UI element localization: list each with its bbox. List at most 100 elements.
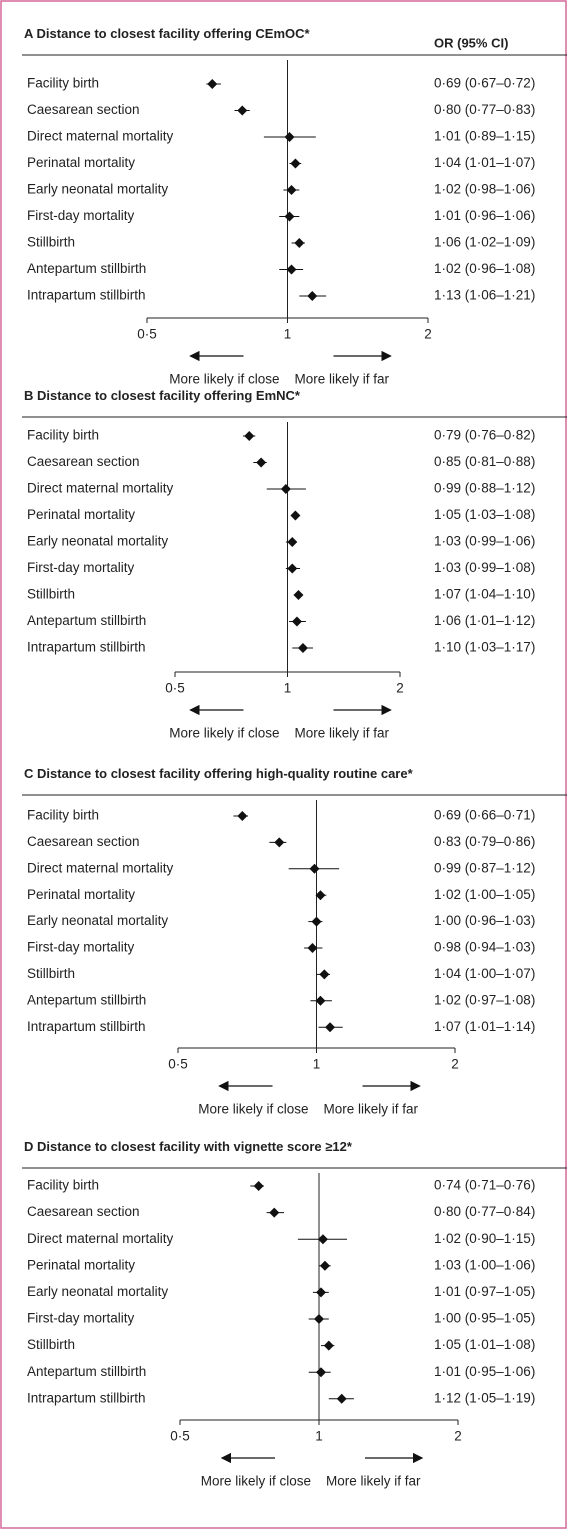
x-tick-label: 2 (424, 327, 432, 342)
x-tick-label: 2 (451, 1057, 459, 1072)
row-label: Perinatal mortality (27, 887, 135, 902)
or-marker (244, 431, 255, 441)
row-label: First-day mortality (27, 940, 135, 955)
or-marker (307, 291, 318, 301)
value-label: 1·02 (0·97–1·08) (434, 992, 535, 1007)
arrow-right-label: More likely if far (295, 372, 390, 387)
row-label: Early neonatal mortality (27, 182, 168, 197)
column-header: OR (95% CI) (434, 35, 508, 50)
value-label: 0·99 (0·87–1·12) (434, 860, 535, 875)
or-marker (307, 943, 318, 953)
row-label: Caesarean section (27, 1204, 140, 1219)
value-label: 1·13 (1·06–1·21) (434, 288, 535, 303)
or-marker (336, 1393, 347, 1404)
or-marker (286, 264, 297, 275)
x-tick-label: 0·5 (165, 681, 185, 696)
or-marker (269, 1207, 280, 1218)
row-label: Intrapartum stillbirth (27, 1390, 146, 1405)
arrow-right-label: More likely if far (324, 1102, 419, 1117)
or-marker (280, 484, 291, 494)
x-tick-label: 1 (313, 1057, 321, 1072)
panel-title-text: Distance to closest facility offering hi… (37, 766, 414, 781)
panel-letter: D (24, 1139, 33, 1154)
row-label: Direct maternal mortality (27, 481, 174, 496)
or-marker (286, 185, 297, 195)
panel-title-text: Distance to closest facility with vignet… (37, 1139, 353, 1154)
row-label: Perinatal mortality (27, 507, 135, 522)
value-label: 0·85 (0·81–0·88) (434, 454, 535, 469)
or-marker (315, 890, 326, 901)
value-label: 1·01 (0·96–1·06) (434, 208, 535, 223)
x-tick-label: 1 (284, 681, 292, 696)
or-marker (284, 132, 295, 142)
or-marker (237, 811, 248, 821)
or-marker (323, 1340, 334, 1351)
row-label: Caesarean section (27, 834, 140, 849)
value-label: 0·99 (0·88–1·12) (434, 481, 535, 496)
or-marker (207, 79, 218, 89)
value-label: 0·80 (0·77–0·83) (434, 102, 535, 117)
value-label: 1·12 (1·05–1·19) (434, 1390, 535, 1405)
value-label: 1·07 (1·04–1·10) (434, 587, 535, 602)
or-marker (309, 863, 320, 874)
or-marker (287, 563, 298, 574)
row-label: Antepartum stillbirth (27, 1364, 146, 1379)
row-label: Stillbirth (27, 1337, 75, 1352)
row-label: Early neonatal mortality (27, 913, 168, 928)
value-label: 0·98 (0·94–1·03) (434, 940, 535, 955)
value-label: 0·69 (0·66–0·71) (434, 808, 535, 823)
arrow-left-label: More likely if close (198, 1102, 308, 1117)
or-marker (314, 1314, 324, 1324)
x-tick-label: 2 (396, 681, 404, 696)
value-label: 1·00 (0·95–1·05) (434, 1311, 535, 1326)
arrow-left-label: More likely if close (201, 1474, 311, 1489)
value-label: 1·01 (0·95–1·06) (434, 1364, 535, 1379)
value-label: 1·02 (0·90–1·15) (434, 1231, 535, 1246)
row-label: First-day mortality (27, 1311, 135, 1326)
arrow-right-label: More likely if far (295, 726, 390, 741)
x-tick-label: 0·5 (137, 327, 157, 342)
row-label: Facility birth (27, 76, 99, 91)
row-label: Caesarean section (27, 102, 140, 117)
or-marker (311, 916, 322, 927)
value-label: 1·04 (1·01–1·07) (434, 155, 535, 170)
row-label: Perinatal mortality (27, 1257, 135, 1272)
arrow-right-label: More likely if far (326, 1474, 421, 1489)
row-label: Antepartum stillbirth (27, 613, 146, 628)
value-label: 1·03 (0·99–1·06) (434, 534, 535, 549)
row-label: Perinatal mortality (27, 155, 135, 170)
or-marker (256, 457, 267, 468)
row-label: Antepartum stillbirth (27, 261, 146, 276)
or-marker (291, 616, 302, 627)
panel-title: A Distance to closest facility offering … (24, 26, 311, 41)
or-marker (237, 105, 248, 116)
value-label: 1·03 (0·99–1·08) (434, 560, 535, 575)
row-label: Caesarean section (27, 454, 140, 469)
row-label: Early neonatal mortality (27, 1284, 168, 1299)
or-marker (297, 643, 308, 653)
x-tick-label: 0·5 (168, 1057, 188, 1072)
arrow-left-label: More likely if close (169, 726, 279, 741)
value-label: 1·06 (1·02–1·09) (434, 235, 535, 250)
panel-title: C Distance to closest facility offering … (24, 766, 414, 781)
panel-title: B Distance to closest facility offering … (24, 388, 301, 403)
value-label: 1·05 (1·03–1·08) (434, 507, 535, 522)
value-label: 1·06 (1·01–1·12) (434, 613, 535, 628)
panel-title: D Distance to closest facility with vign… (24, 1139, 353, 1154)
value-label: 0·80 (0·77–0·84) (434, 1204, 535, 1219)
x-tick-label: 1 (284, 327, 292, 342)
row-label: Facility birth (27, 428, 99, 443)
or-marker (315, 995, 326, 1006)
value-label: 0·83 (0·79–0·86) (434, 834, 535, 849)
or-marker (317, 1234, 328, 1245)
panel-letter: B (24, 388, 33, 403)
or-marker (319, 1260, 330, 1271)
panel-title-text: Distance to closest facility offering Em… (37, 388, 301, 403)
row-label: First-day mortality (27, 560, 135, 575)
panel-letter: C (24, 766, 34, 781)
value-label: 1·00 (0·96–1·03) (434, 913, 535, 928)
row-label: Intrapartum stillbirth (27, 640, 146, 655)
row-label: Direct maternal mortality (27, 1231, 174, 1246)
value-label: 0·74 (0·71–0·76) (434, 1178, 535, 1193)
or-marker (325, 1022, 336, 1033)
